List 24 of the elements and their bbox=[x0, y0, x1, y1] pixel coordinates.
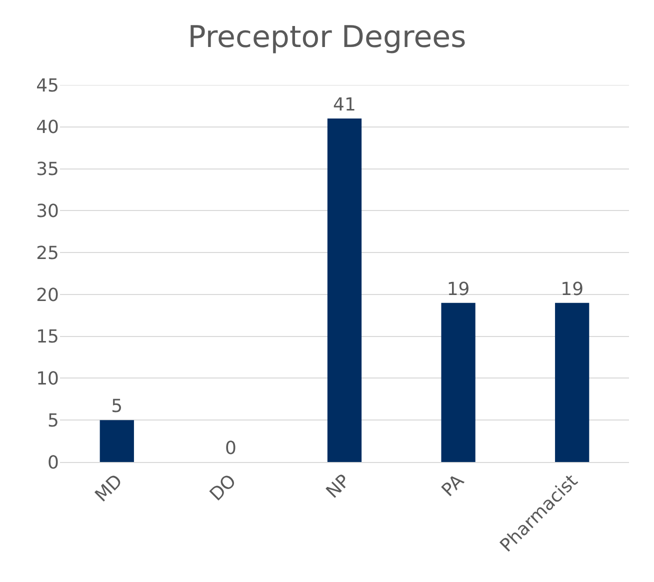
bar bbox=[441, 302, 476, 462]
y-tick-label: 20 bbox=[36, 284, 59, 306]
y-tick-label: 35 bbox=[36, 159, 59, 180]
y-tick-label: 15 bbox=[36, 326, 59, 348]
x-tick-label: DO bbox=[206, 470, 241, 506]
bar bbox=[327, 118, 362, 462]
data-label: 5 bbox=[111, 396, 123, 418]
data-label: 19 bbox=[446, 278, 470, 300]
x-tick-label: NP bbox=[322, 470, 354, 503]
y-tick-label: 40 bbox=[36, 117, 59, 138]
y-tick-label: 45 bbox=[36, 75, 59, 96]
y-tick-label: 5 bbox=[48, 410, 59, 432]
data-label: 19 bbox=[560, 278, 584, 300]
x-tick-label: PA bbox=[438, 470, 469, 502]
bar bbox=[555, 302, 590, 462]
y-tick-label: 10 bbox=[36, 368, 59, 390]
y-tick-label: 0 bbox=[48, 452, 59, 474]
bar bbox=[100, 420, 134, 462]
chart-title: Preceptor Degrees bbox=[188, 20, 466, 56]
y-tick-label: 30 bbox=[36, 200, 59, 222]
x-tick-label: MD bbox=[91, 470, 127, 506]
data-label: 41 bbox=[333, 94, 356, 116]
data-label: 0 bbox=[224, 438, 236, 459]
y-tick-label: 25 bbox=[36, 242, 59, 264]
